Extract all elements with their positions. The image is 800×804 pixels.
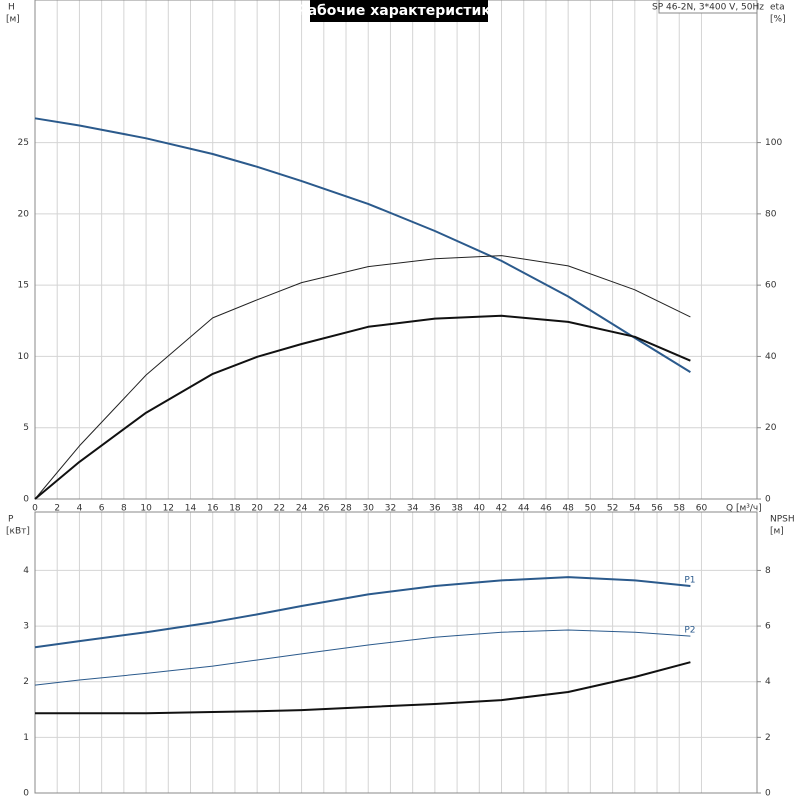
- x-tick-label: 36: [429, 504, 441, 514]
- title-box: [310, 0, 488, 22]
- y-tick-label: 5: [23, 423, 29, 433]
- plot-frame: [34, 511, 758, 794]
- x-tick-label: 60: [696, 504, 708, 514]
- y2-tick-label: 20: [765, 423, 777, 433]
- y-tick-label: 3: [23, 622, 29, 632]
- series-label: P2: [684, 626, 695, 636]
- y-tick-label: 25: [18, 138, 29, 148]
- x-tick-label: 58: [674, 504, 686, 514]
- curve: [34, 255, 691, 500]
- x-tick-label: 2: [54, 504, 60, 514]
- y2-tick-label: 2: [765, 733, 771, 743]
- x-tick-label: 26: [318, 504, 330, 514]
- x-tick-label: 46: [540, 504, 552, 514]
- x-tick-label: 6: [99, 504, 105, 514]
- x-tick-label: 24: [296, 504, 308, 514]
- y-tick-label: 2: [23, 677, 29, 687]
- curve: [34, 117, 691, 373]
- x-tick-label: 32: [385, 504, 396, 514]
- y2-axis-unit: [%]: [770, 15, 786, 25]
- x-tick-label: 16: [207, 504, 219, 514]
- x-tick-label: 0: [32, 504, 38, 514]
- curve: [34, 314, 691, 500]
- y2-tick-label: 80: [765, 209, 777, 219]
- curve: [34, 576, 691, 649]
- curve: [34, 629, 691, 686]
- x-tick-label: 56: [651, 504, 663, 514]
- y2-tick-label: 6: [765, 622, 771, 632]
- y-tick-label: 1: [23, 733, 29, 743]
- chart-subtitle: SP 46-2N, 3*400 V, 50Hz: [652, 3, 764, 13]
- y-axis-unit: [кВт]: [6, 527, 30, 537]
- x-tick-label: 34: [407, 504, 419, 514]
- x-tick-label: 48: [562, 504, 574, 514]
- x-tick-label: 22: [274, 504, 285, 514]
- y2-tick-label: 4: [765, 677, 771, 687]
- x-tick-label: 50: [585, 504, 597, 514]
- y-tick-label: 10: [18, 352, 30, 362]
- y2-tick-label: 8: [765, 566, 771, 576]
- y2-axis-label: NPSH: [770, 515, 795, 525]
- x-tick-label: 10: [140, 504, 152, 514]
- x-tick-label: 54: [629, 504, 641, 514]
- y2-tick-label: 0: [765, 789, 771, 799]
- x-tick-label: 42: [496, 504, 507, 514]
- y-tick-label: 20: [18, 209, 30, 219]
- x-tick-label: 38: [451, 504, 463, 514]
- x-tick-label: 44: [518, 504, 530, 514]
- y2-tick-label: 60: [765, 281, 777, 291]
- y-axis-unit: [м]: [6, 15, 20, 25]
- y-tick-label: 15: [18, 281, 29, 291]
- y-tick-label: 4: [23, 566, 29, 576]
- y2-tick-label: 0: [765, 495, 771, 505]
- plot-frame: [34, 0, 758, 500]
- y2-axis-unit: [м]: [770, 527, 784, 537]
- y2-tick-label: 100: [765, 138, 782, 148]
- series-label: P1: [684, 576, 695, 586]
- x-tick-label: 18: [229, 504, 241, 514]
- x-axis-label: Q [м³/ч]: [726, 504, 762, 514]
- x-tick-label: 14: [185, 504, 197, 514]
- curve: [35, 661, 691, 715]
- y2-tick-label: 40: [765, 352, 777, 362]
- x-tick-label: 12: [163, 504, 174, 514]
- x-tick-label: 52: [607, 504, 618, 514]
- x-tick-label: 20: [251, 504, 263, 514]
- y-axis-label: P: [8, 515, 14, 525]
- x-tick-label: 4: [77, 504, 83, 514]
- x-tick-label: 40: [474, 504, 486, 514]
- y-tick-label: 0: [23, 495, 29, 505]
- info-box: [658, 0, 758, 14]
- chart-title: Рабочие характеристики: [297, 3, 500, 19]
- x-tick-label: 28: [340, 504, 352, 514]
- y-tick-label: 0: [23, 789, 29, 799]
- x-tick-label: 30: [363, 504, 375, 514]
- y2-axis-label: eta: [770, 3, 785, 13]
- x-tick-label: 8: [121, 504, 127, 514]
- y-axis-label: H: [8, 3, 15, 13]
